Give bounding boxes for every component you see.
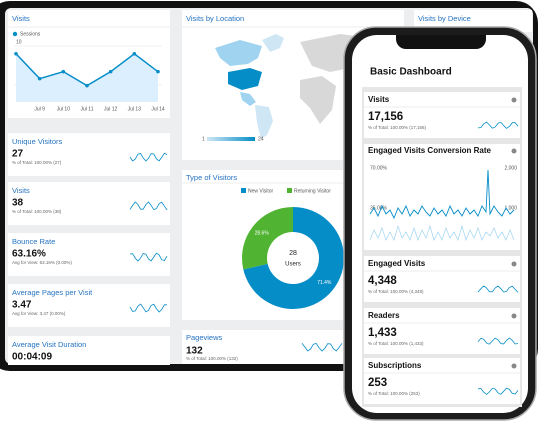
sparkline <box>129 201 168 211</box>
card-title: Engaged Visits <box>368 259 426 268</box>
card <box>182 330 347 364</box>
point <box>37 76 42 81</box>
point <box>108 69 113 74</box>
metric-value: 17,156 <box>368 111 403 123</box>
card <box>8 133 170 176</box>
metric-note: % of Total: 100.00% (1,433) <box>368 341 424 346</box>
card-title: Average Visit Duration <box>12 340 86 349</box>
area <box>16 53 158 102</box>
card-title: Visits by Location <box>186 14 244 23</box>
axis-label: 35.00% <box>370 205 388 211</box>
y-tick-label: 10 <box>16 39 22 45</box>
metric-value: 27 <box>12 149 24 160</box>
axis-label: 70.00% <box>370 165 388 171</box>
card <box>364 358 520 404</box>
x-tick-label: Jul 13 <box>128 106 142 112</box>
legend-swatch <box>241 188 246 193</box>
sparkline <box>477 121 519 129</box>
card-title: Type of Visitors <box>186 173 237 182</box>
metric-value: 63.16% <box>12 249 46 260</box>
metric-note: % of Total: 100.00% (4,348) <box>368 289 424 294</box>
card <box>364 256 520 302</box>
card <box>364 308 520 354</box>
metric-value: 00:04:09 <box>12 352 52 363</box>
point <box>132 51 137 56</box>
legend-swatch <box>287 188 292 193</box>
card-title: Pageviews <box>186 333 223 342</box>
gear-icon <box>511 363 517 369</box>
series-line <box>369 224 515 242</box>
sparkline <box>129 152 168 162</box>
gear-icon <box>511 148 517 154</box>
metric-note: % of Total: 100.00% (132) <box>186 356 238 361</box>
scale-bar <box>207 137 255 141</box>
x-tick-label: Jul 10 <box>57 106 71 112</box>
metric-note: % of Total: 100.00% (17,156) <box>368 125 426 130</box>
x-tick-label: Jul 9 <box>34 106 45 112</box>
pie-slice <box>242 207 293 270</box>
card <box>8 182 170 225</box>
axis-label: 2,000 <box>504 165 517 171</box>
point <box>14 51 18 56</box>
metric-value: 253 <box>368 377 387 389</box>
point <box>61 69 66 74</box>
card-title: Visits <box>368 95 390 104</box>
card-title: Bounce Rate <box>12 237 55 246</box>
card <box>8 284 170 327</box>
metric-value: 4,348 <box>368 275 397 287</box>
series-line <box>369 169 515 220</box>
metric-note: Avg for View: 63.16% (0.00%) <box>12 260 72 265</box>
scale-max: 24 <box>258 136 264 142</box>
card-title: Visits by Device <box>418 14 471 23</box>
sparkline <box>129 252 168 262</box>
x-tick-label: Jul 14 <box>151 106 165 112</box>
x-tick-label: Jul 12 <box>104 106 118 112</box>
pie-slice <box>243 207 345 309</box>
metric-note: % of Total: 100.00% (253) <box>368 391 420 396</box>
card-title: Engaged Visits Conversion Rate <box>368 146 492 155</box>
metric-value: 38 <box>12 198 24 209</box>
metric-note: % of Total: 100.00% (27) <box>12 160 62 165</box>
card <box>8 336 170 365</box>
center-label: Users <box>285 262 301 268</box>
gear-icon <box>511 97 517 103</box>
card-title: Unique Visitors <box>12 137 63 146</box>
point <box>85 83 89 88</box>
sparkline <box>129 303 167 313</box>
legend-label: Returning Visitor <box>294 188 331 194</box>
metric-note: % of Total: 100.00% (38) <box>12 209 62 214</box>
sparkline <box>477 285 519 293</box>
metric-value: 3.47 <box>12 300 32 311</box>
slice-label: 71.4% <box>317 280 332 286</box>
gear-icon <box>511 313 517 319</box>
metric-value: 132 <box>186 346 203 357</box>
point <box>156 69 160 74</box>
card-title: Visits <box>12 186 30 195</box>
slice-label: 28.6% <box>255 230 270 236</box>
center-value: 28 <box>289 250 297 257</box>
notch <box>396 35 486 49</box>
legend-label: Sessions <box>20 31 41 37</box>
card-title: Readers <box>368 311 400 320</box>
scale-min: 1 <box>202 136 205 142</box>
phone-title: Basic Dashboard <box>370 67 452 78</box>
sparkline <box>301 342 343 352</box>
metric-value: 1,433 <box>368 327 397 339</box>
sparkline <box>477 387 519 395</box>
card-title: Subscriptions <box>368 361 422 370</box>
axis-label: 1,000 <box>504 205 517 211</box>
x-tick-label: Jul 11 <box>81 106 94 112</box>
card-title: Average Pages per Visit <box>12 288 93 297</box>
sparkline <box>477 337 519 345</box>
card-title: Visits <box>12 14 30 23</box>
metric-note: Avg for View: 3.47 (0.00%) <box>12 311 66 316</box>
legend-dot <box>12 31 18 37</box>
legend-label: New Visitor <box>248 188 274 194</box>
gear-icon <box>511 261 517 267</box>
card <box>364 92 520 138</box>
